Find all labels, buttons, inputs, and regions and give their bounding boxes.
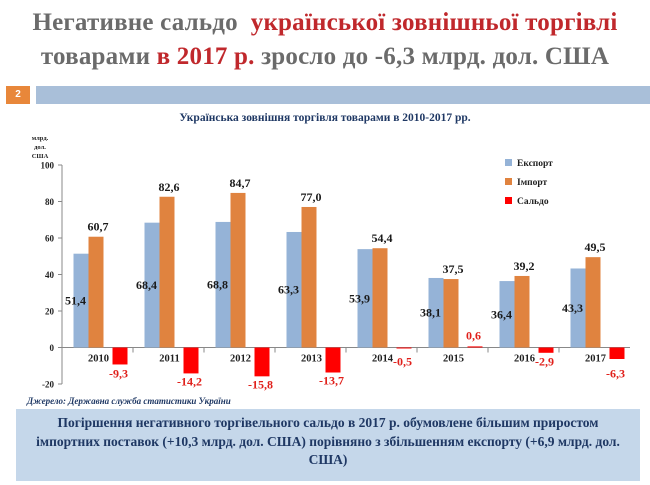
legend-label: Імпорт bbox=[517, 178, 548, 188]
bar-import bbox=[159, 196, 175, 348]
data-label-balance: 0,6 bbox=[466, 329, 481, 343]
summary-box: Погіршення негативного торгівельного сал… bbox=[16, 409, 640, 481]
data-label-export: 43,3 bbox=[562, 301, 583, 315]
data-label-import: 39,2 bbox=[514, 259, 535, 273]
bar-export bbox=[428, 277, 444, 348]
x-tick-label: 2012 bbox=[230, 354, 251, 365]
y-tick-label: 40 bbox=[45, 270, 55, 280]
y-axis-unit-label: млрд. bbox=[32, 135, 49, 142]
data-label-balance: -14,2 bbox=[177, 374, 202, 388]
bar-import bbox=[585, 257, 601, 348]
x-tick-label: 2015 bbox=[443, 354, 464, 365]
header-rule bbox=[36, 86, 650, 104]
y-tick-label: 80 bbox=[45, 197, 55, 207]
data-label-export: 51,4 bbox=[65, 294, 86, 308]
data-label-balance: -0,5 bbox=[393, 355, 412, 369]
bar-import bbox=[301, 206, 317, 348]
data-label-export: 68,8 bbox=[207, 278, 228, 292]
x-tick-label: 2011 bbox=[159, 354, 179, 365]
data-label-balance: -13,7 bbox=[319, 374, 344, 388]
title-line-2: товарами в 2017 р. зросло до -6,3 млрд. … bbox=[0, 40, 650, 74]
bar-balance bbox=[183, 347, 199, 374]
legend-swatch bbox=[505, 159, 512, 166]
title-text-1: Негативне сальдо bbox=[32, 9, 238, 36]
x-tick-label: 2013 bbox=[301, 354, 322, 365]
data-label-import: 37,5 bbox=[443, 262, 464, 276]
data-label-import: 49,5 bbox=[585, 240, 606, 254]
data-label-export: 36,4 bbox=[491, 307, 512, 321]
x-tick-label: 2017 bbox=[585, 354, 606, 365]
data-label-export: 68,4 bbox=[136, 278, 157, 292]
data-label-import: 84,7 bbox=[230, 176, 251, 190]
data-label-export: 63,3 bbox=[278, 283, 299, 297]
bar-export bbox=[357, 249, 373, 348]
bar-export bbox=[73, 253, 89, 348]
legend-swatch bbox=[505, 197, 512, 204]
title-highlight-1: української зовнішньої торгівлі bbox=[250, 9, 618, 36]
bar-export bbox=[215, 221, 231, 348]
data-label-export: 53,9 bbox=[349, 291, 370, 305]
bar-import bbox=[443, 279, 459, 348]
y-tick-label: -20 bbox=[42, 380, 54, 390]
y-tick-label: 0 bbox=[50, 343, 55, 353]
bar-balance bbox=[396, 347, 412, 349]
slide-number: 2 bbox=[6, 86, 30, 104]
x-tick-label: 2010 bbox=[88, 354, 109, 365]
data-label-balance: -6,3 bbox=[606, 367, 625, 381]
bar-balance bbox=[609, 347, 625, 359]
y-axis-unit-label: дол. bbox=[34, 144, 46, 151]
data-label-balance: -15,8 bbox=[248, 377, 273, 391]
bar-export bbox=[499, 281, 515, 348]
data-label-import: 54,4 bbox=[372, 231, 393, 245]
data-label-balance: -9,3 bbox=[109, 367, 128, 381]
data-label-import: 77,0 bbox=[301, 190, 322, 204]
bar-balance bbox=[538, 347, 554, 353]
bar-balance bbox=[254, 347, 270, 377]
title-highlight-2: в 2017 р. bbox=[156, 43, 255, 70]
y-tick-label: 100 bbox=[41, 161, 55, 171]
title-text-3: зросло до -6,3 млрд. дол. США bbox=[261, 43, 610, 70]
legend-label: Сальдо bbox=[517, 197, 549, 207]
page-title: Негативне сальдо української зовнішньої … bbox=[0, 6, 650, 74]
source-note: Джерело: Державна служба статистики Укра… bbox=[27, 396, 231, 406]
bar-import bbox=[230, 192, 246, 348]
y-tick-label: 20 bbox=[45, 307, 55, 317]
data-label-export: 38,1 bbox=[420, 306, 441, 320]
bar-import bbox=[514, 275, 530, 348]
data-label-balance: -2,9 bbox=[535, 355, 554, 369]
bar-export bbox=[570, 268, 586, 348]
x-tick-label: 2016 bbox=[514, 354, 535, 365]
data-label-import: 60,7 bbox=[88, 220, 109, 234]
trade-chart: -20 0 20 40 60 80 100 млрд. дол. США 2010 51,4 60,7 -… bbox=[32, 135, 630, 391]
bar-export bbox=[286, 231, 302, 348]
bar-import bbox=[88, 236, 104, 348]
bar-balance bbox=[325, 347, 341, 373]
y-tick-label: 60 bbox=[45, 234, 55, 244]
bar-export bbox=[144, 222, 160, 348]
legend-swatch bbox=[505, 178, 512, 185]
data-label-import: 82,6 bbox=[159, 180, 180, 194]
bar-import bbox=[372, 248, 388, 348]
bar-balance bbox=[112, 347, 128, 365]
chart-title: Українська зовнішня торгівля товарами в … bbox=[179, 112, 471, 124]
y-axis-unit-label: США bbox=[32, 153, 49, 160]
title-text-2: товарами bbox=[40, 43, 151, 70]
legend-label: Експорт bbox=[517, 159, 553, 169]
x-tick-label: 2014 bbox=[372, 354, 394, 365]
title-line-1: Негативне сальдо української зовнішньої … bbox=[0, 6, 650, 40]
bar-balance bbox=[467, 346, 483, 348]
